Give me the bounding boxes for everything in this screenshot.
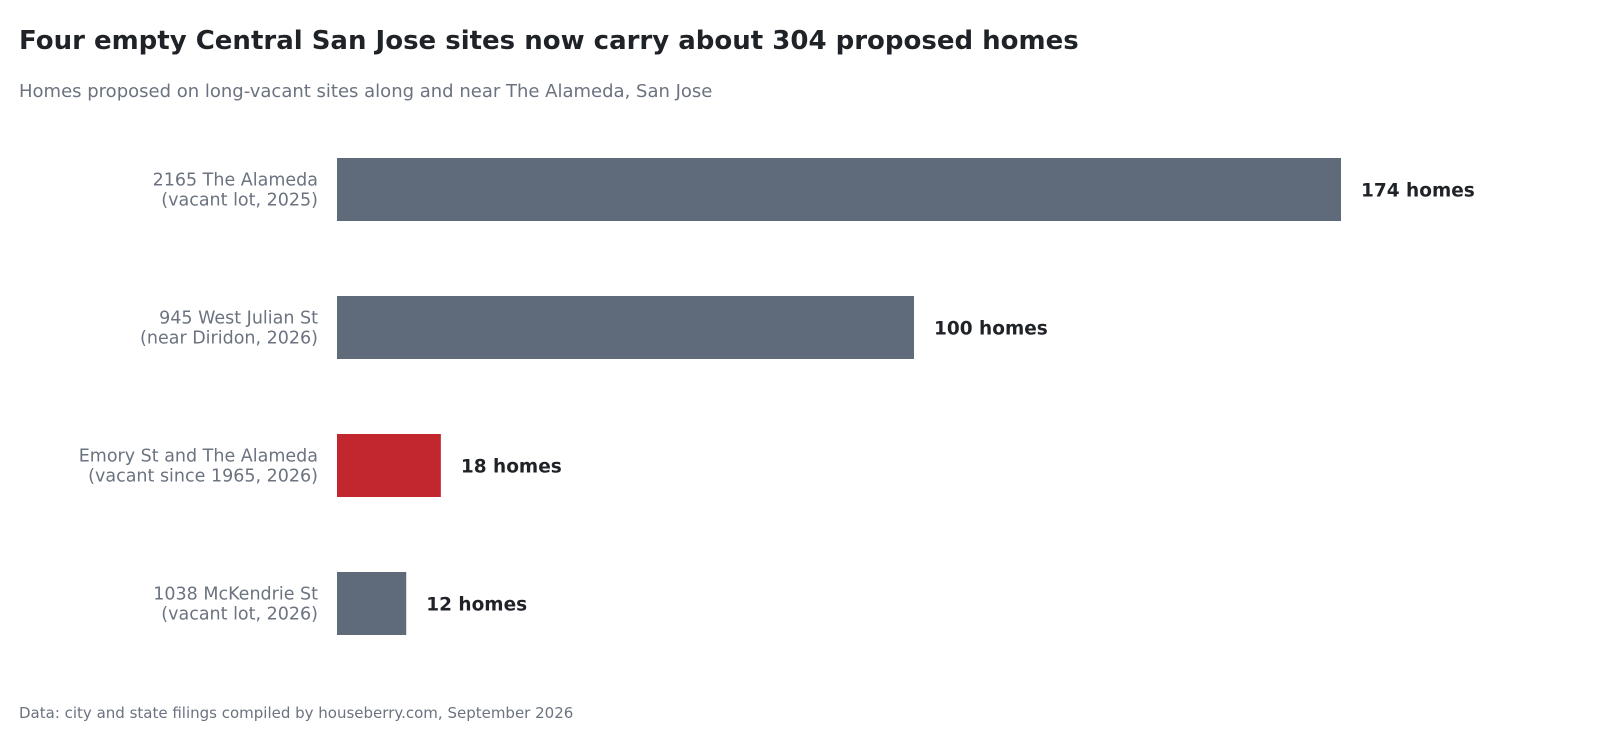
chart-title: Four empty Central San Jose sites now ca… [19, 26, 1079, 56]
category-label-1: 945 West Julian St (near Diridon, 2026) [140, 309, 318, 349]
source-note: Data: city and state filings compiled by… [19, 704, 574, 722]
category-label-line: 2165 The Alameda [153, 171, 318, 191]
category-label-line: (vacant lot, 2026) [161, 605, 318, 625]
bar-1 [337, 296, 915, 359]
category-label-line: (near Diridon, 2026) [140, 329, 318, 349]
bar-2 [337, 434, 441, 497]
bar-3 [337, 572, 407, 635]
value-label-0: 174 homes [1361, 181, 1475, 202]
category-label-2: Emory St and The Alameda (vacant since 19… [79, 447, 318, 487]
category-label-3: 1038 McKendrie St (vacant lot, 2026) [153, 585, 318, 625]
category-label-line: (vacant since 1965, 2026) [88, 467, 318, 487]
bar-0 [337, 158, 1341, 221]
category-label-line: (vacant lot, 2025) [161, 191, 318, 211]
category-label-line: 945 West Julian St [159, 309, 318, 329]
category-label-line: Emory St and The Alameda [79, 447, 318, 467]
value-label-1: 100 homes [934, 319, 1048, 340]
category-label-0: 2165 The Alameda (vacant lot, 2025) [153, 171, 318, 211]
chart-subtitle: Homes proposed on long-vacant sites alon… [19, 81, 713, 102]
value-label-3: 12 homes [426, 595, 527, 616]
value-label-2: 18 homes [461, 457, 562, 478]
category-label-line: 1038 McKendrie St [153, 585, 318, 605]
